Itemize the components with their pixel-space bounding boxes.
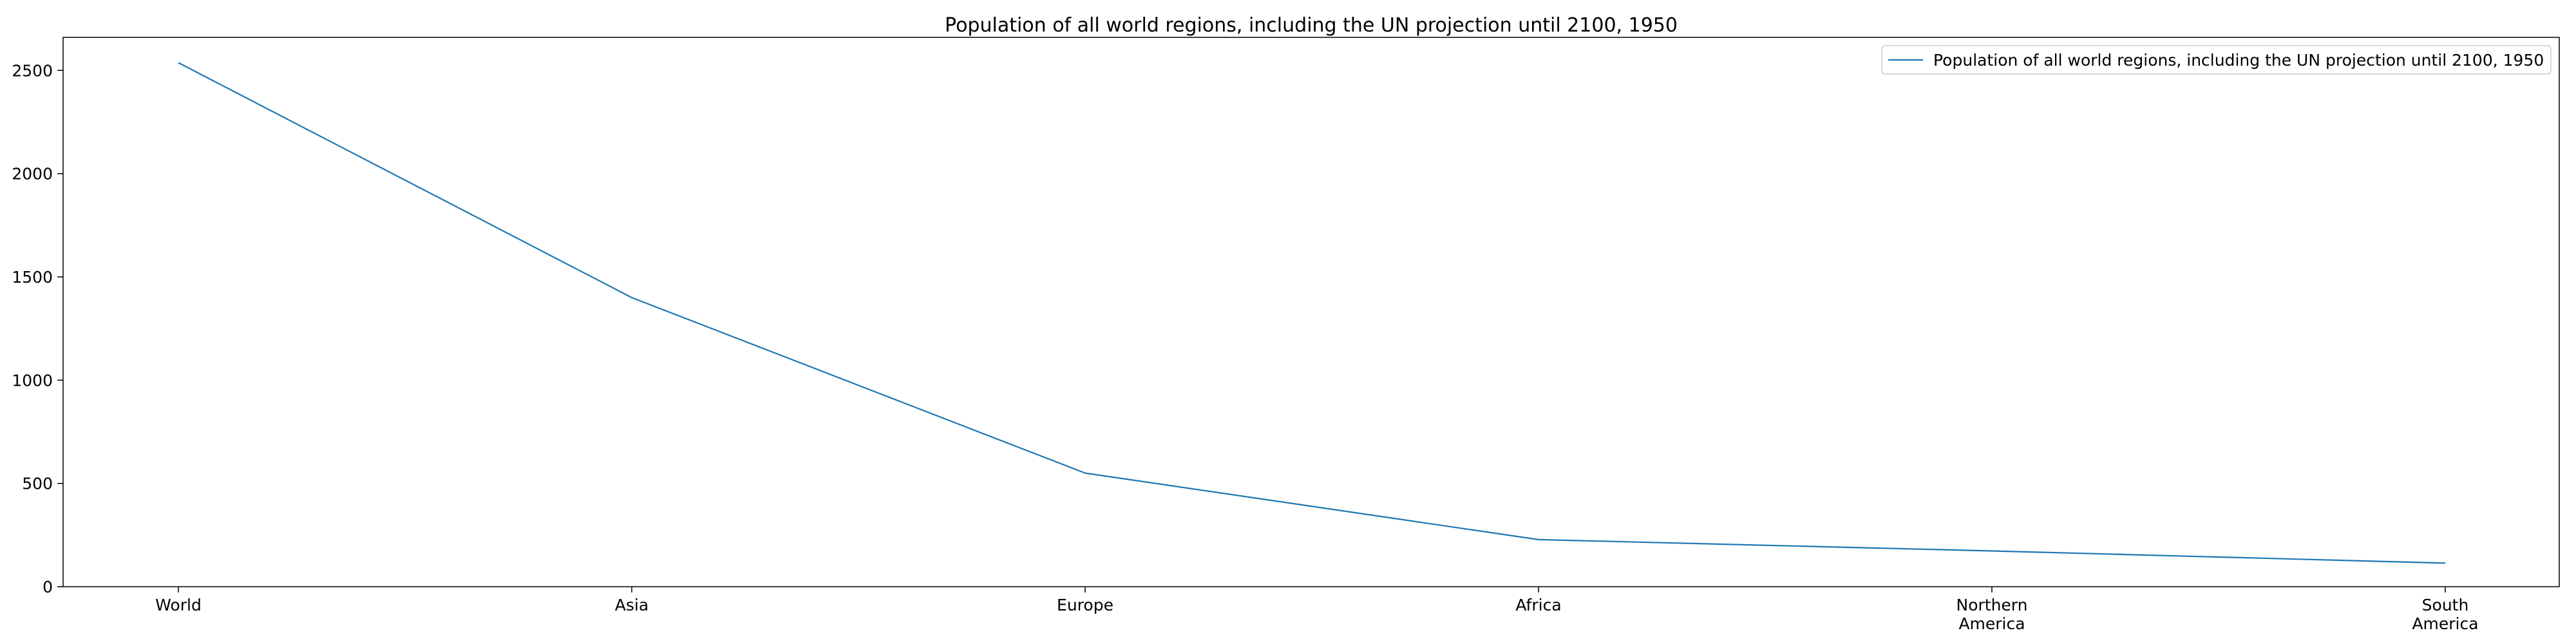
y-tick-label: 2500 xyxy=(12,61,53,80)
plot-area-frame xyxy=(62,37,2560,587)
x-axis: World Asia Europe Africa Northern America Sout… xyxy=(155,587,2479,633)
x-tick-label: Africa xyxy=(1515,596,1561,614)
y-tick-label: 1500 xyxy=(12,268,53,287)
series-line xyxy=(178,62,2446,564)
chart-title: Population of all world regions, includi… xyxy=(945,14,1678,37)
legend: Population of all world regions, includi… xyxy=(1881,45,2552,75)
x-tick-label: South America xyxy=(2412,596,2478,633)
x-tick-label: Asia xyxy=(615,596,649,614)
y-tick-label: 0 xyxy=(43,578,53,596)
legend-box xyxy=(1881,45,2552,75)
y-axis: 0 500 1000 1500 2000 2500 xyxy=(12,61,63,596)
x-tick-label: World xyxy=(155,596,202,614)
x-tick-label: Europe xyxy=(1057,596,1113,614)
y-tick-label: 2000 xyxy=(12,165,53,184)
y-tick-label: 500 xyxy=(22,475,53,493)
legend-label: Population of all world regions, includi… xyxy=(1933,51,2544,70)
x-tick-label: Northern America xyxy=(1956,596,2028,633)
series-layer xyxy=(178,62,2446,564)
y-tick-label: 1000 xyxy=(12,371,53,390)
